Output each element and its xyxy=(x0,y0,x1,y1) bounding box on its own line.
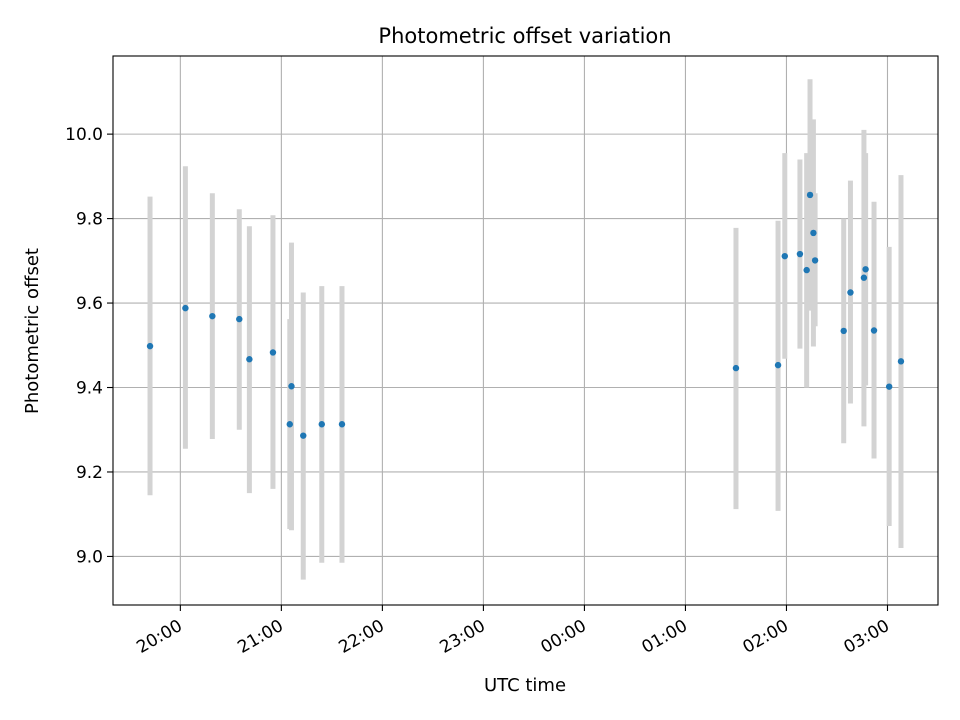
y-tick-label: 10.0 xyxy=(65,125,103,145)
data-point xyxy=(269,349,277,356)
data-point xyxy=(318,421,325,428)
data-point xyxy=(286,421,293,428)
y-axis-label: Photometric offset xyxy=(22,248,43,414)
data-point xyxy=(338,421,346,428)
data-point xyxy=(300,432,307,439)
data-point xyxy=(897,358,905,365)
data-points xyxy=(146,191,905,439)
data-point xyxy=(209,312,216,320)
y-tick-label: 9.2 xyxy=(76,463,103,483)
y-tick-label: 9.4 xyxy=(76,379,103,399)
data-point xyxy=(288,383,295,390)
data-point xyxy=(146,342,154,350)
data-point xyxy=(246,356,253,363)
data-point xyxy=(847,289,854,296)
y-tick-label: 9.6 xyxy=(76,294,103,314)
y-tick-label: 9.8 xyxy=(76,210,103,230)
y-axis-ticks: 9.0 9.2 9.4 9.6 9.8 10.0 xyxy=(65,125,113,567)
data-point xyxy=(862,266,869,273)
data-point xyxy=(236,315,243,323)
data-point xyxy=(840,327,847,335)
data-point xyxy=(796,250,804,258)
data-point xyxy=(810,229,817,237)
y-tick-label: 9.0 xyxy=(76,547,103,567)
data-point xyxy=(182,304,189,312)
data-point xyxy=(732,364,740,372)
data-point xyxy=(806,191,814,199)
data-point xyxy=(860,274,868,281)
data-point xyxy=(774,361,782,369)
data-point xyxy=(811,257,819,264)
data-point xyxy=(870,327,878,334)
x-axis-label: UTC time xyxy=(484,675,566,696)
data-point xyxy=(885,383,893,390)
data-point xyxy=(803,266,810,274)
plot-frame xyxy=(112,55,939,606)
data-point xyxy=(781,252,788,260)
chart-title: Photometric offset variation xyxy=(378,24,671,48)
